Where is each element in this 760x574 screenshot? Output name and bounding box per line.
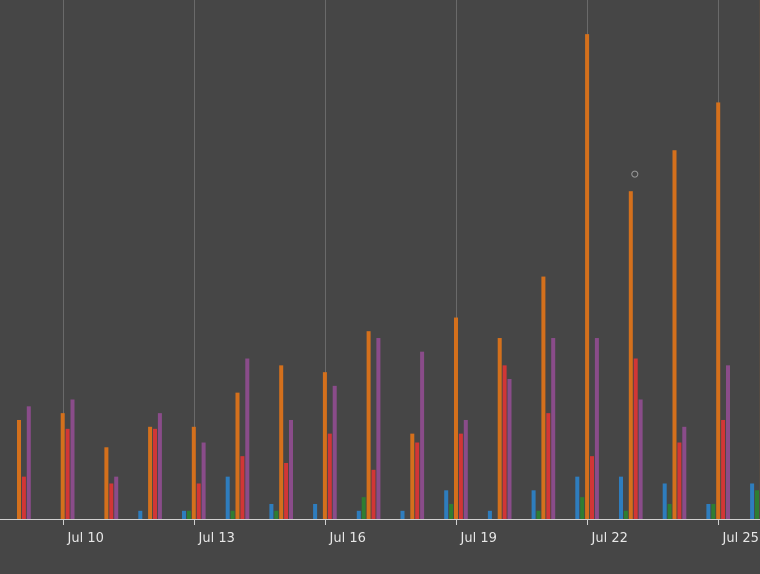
bar: [289, 420, 293, 519]
bar: [197, 483, 201, 519]
bar: [284, 463, 288, 519]
bar: [546, 413, 550, 519]
bar: [401, 511, 405, 519]
bar: [61, 413, 65, 519]
bar: [668, 504, 672, 519]
bar: [580, 497, 584, 519]
x-tick-label: Jul 25: [722, 531, 759, 546]
bar: [104, 447, 108, 519]
bar: [187, 511, 191, 519]
bar: [245, 359, 249, 519]
bar: [464, 420, 468, 519]
bar: [541, 277, 545, 519]
x-axis-ticks: Jul 10 Jul 13 Jul 16 Jul 19 Jul 22 Jul 25: [64, 519, 759, 546]
bar: [454, 318, 458, 519]
cursor-marker: [632, 171, 638, 177]
bar: [677, 443, 681, 519]
bar: [362, 497, 366, 519]
bar: [202, 443, 206, 519]
bars: [17, 0, 760, 519]
bar: [109, 483, 113, 519]
bar: [153, 429, 157, 519]
bar: [532, 490, 536, 519]
bar: [158, 413, 162, 519]
bar: [114, 477, 118, 519]
bar: [313, 504, 317, 519]
bar: [66, 429, 70, 519]
bar: [415, 443, 419, 519]
bar: [711, 504, 715, 519]
bar: [274, 511, 278, 519]
bar: [488, 511, 492, 519]
bar: [498, 338, 502, 519]
bar: [420, 352, 424, 519]
bar: [551, 338, 555, 519]
bar: [148, 427, 152, 519]
bar: [629, 191, 633, 519]
bar: [328, 434, 332, 519]
bar: [721, 420, 725, 519]
bar: [503, 365, 507, 519]
x-tick-label: Jul 22: [591, 531, 628, 546]
bar: [508, 379, 512, 519]
bar: [585, 34, 589, 519]
x-tick-label: Jul 16: [329, 531, 366, 546]
bar: [444, 490, 448, 519]
bar: [357, 511, 361, 519]
bar: [138, 511, 142, 519]
bar: [459, 434, 463, 519]
bar: [595, 338, 599, 519]
bar: [590, 456, 594, 519]
bar: [755, 490, 759, 519]
bar: [663, 483, 667, 519]
bar: [619, 477, 623, 519]
bar: [236, 393, 240, 519]
bar: [706, 504, 710, 519]
bar: [624, 511, 628, 519]
bar: [682, 427, 686, 519]
bar: [269, 504, 273, 519]
bar: [537, 511, 541, 519]
bar: [575, 477, 579, 519]
x-tick-label: Jul 19: [460, 531, 497, 546]
bar: [71, 399, 75, 519]
bar: [750, 483, 754, 519]
bar: [726, 365, 730, 519]
bar: [449, 504, 453, 519]
x-tick-label: Jul 10: [67, 531, 104, 546]
x-tick-label: Jul 13: [198, 531, 235, 546]
bar: [279, 365, 283, 519]
bar: [323, 372, 327, 519]
bar: [634, 359, 638, 519]
bar: [240, 456, 244, 519]
bar: [716, 102, 720, 519]
bar: [226, 477, 230, 519]
bar: [372, 470, 376, 519]
bar: [673, 150, 677, 519]
bar: [333, 386, 337, 519]
bar: [367, 331, 371, 519]
bar: [17, 420, 21, 519]
bar: [192, 427, 196, 519]
bar: [410, 434, 414, 519]
bar: [27, 406, 31, 519]
bar: [376, 338, 380, 519]
bar: [182, 511, 186, 519]
bar: [231, 511, 235, 519]
bar: [22, 477, 26, 519]
bar: [639, 399, 643, 519]
